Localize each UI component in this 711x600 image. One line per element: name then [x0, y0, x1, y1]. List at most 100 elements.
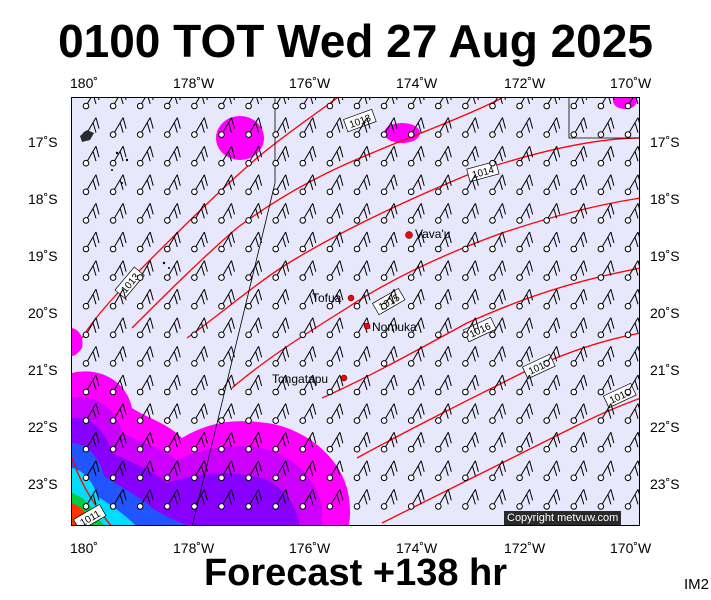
place-label-tongatapu: Tongatapu — [272, 372, 329, 386]
lat-label-right: 23˚S — [650, 476, 680, 492]
wind-barb — [353, 260, 371, 281]
wind-barb — [82, 374, 100, 396]
wind-barb — [597, 489, 615, 510]
wind-barb — [218, 98, 235, 110]
wind-barb — [516, 403, 534, 424]
wind-barb — [245, 203, 263, 224]
wind-barb — [462, 403, 479, 424]
wind-barb — [299, 288, 317, 310]
place-label-tofua: Tofua — [312, 291, 342, 305]
wind-barb — [462, 145, 479, 167]
wind-barb — [218, 431, 235, 453]
wind-barb — [191, 174, 208, 196]
wind-barb — [543, 98, 561, 110]
wind-barb — [407, 174, 425, 196]
wind-barb — [435, 460, 452, 482]
wind-barb — [191, 403, 208, 424]
wind-barb — [218, 374, 235, 396]
wind-barb — [462, 288, 479, 310]
wind-barb — [570, 203, 588, 224]
wind-barb — [435, 145, 452, 167]
wind-barb — [597, 288, 615, 310]
wind-barb — [597, 231, 615, 253]
wind-barb — [245, 98, 263, 110]
lon-label-bottom: 180˚ — [70, 540, 99, 556]
wind-barb — [109, 374, 127, 396]
wind-barb — [164, 260, 181, 281]
wind-barb — [136, 317, 154, 339]
wind-barb — [82, 460, 100, 482]
wind-barb — [272, 317, 290, 339]
wind-barb — [462, 431, 479, 453]
wind-barb — [82, 317, 100, 339]
vavau-marker — [405, 231, 413, 239]
wind-barb — [624, 231, 639, 253]
wind-barb — [299, 98, 317, 110]
wind-barb — [136, 145, 154, 167]
wind-barb — [326, 489, 344, 510]
wind-barb — [489, 346, 506, 367]
wind-barb — [272, 98, 290, 110]
wind-barb — [164, 403, 181, 424]
wind-barb — [624, 317, 639, 339]
lat-label-left: 21˚S — [28, 362, 58, 378]
wind-barb — [462, 489, 479, 510]
wind-barb — [380, 260, 398, 281]
wind-barb — [136, 489, 154, 510]
wind-barb — [435, 489, 452, 510]
isobars — [72, 98, 639, 525]
wind-barb — [516, 174, 534, 196]
wind-barb — [326, 431, 344, 453]
wind-barb — [109, 260, 127, 281]
wind-barb — [543, 489, 561, 510]
wind-barb — [82, 231, 100, 253]
wind-barb — [543, 317, 561, 339]
wind-barb — [272, 431, 290, 453]
wind-barb — [462, 203, 479, 224]
wind-barb — [109, 460, 127, 482]
wind-barb — [407, 203, 425, 224]
wind-barb — [489, 431, 506, 453]
copyright-badge: Copyright metvuw.com — [504, 511, 622, 525]
wind-barb — [353, 460, 371, 482]
lon-label-top: 174˚W — [396, 75, 438, 91]
wind-barb — [380, 203, 398, 224]
wind-barb — [489, 489, 506, 510]
lon-label-top: 170˚W — [610, 75, 652, 91]
wind-barb — [380, 431, 398, 453]
wind-barb — [164, 145, 181, 167]
wind-barb — [299, 231, 317, 253]
wind-barb — [245, 145, 263, 167]
boundary-lines — [192, 98, 639, 525]
wind-barb — [435, 346, 452, 367]
wind-barb — [191, 431, 208, 453]
wind-barb — [435, 317, 452, 339]
wind-barb — [218, 231, 235, 253]
wind-barb — [462, 260, 479, 281]
wind-barb — [516, 98, 534, 110]
wind-barb — [543, 174, 561, 196]
wind-barb — [597, 98, 615, 110]
wind-barb — [624, 288, 639, 310]
wind-barb — [435, 403, 452, 424]
wind-barb — [272, 231, 290, 253]
wind-barb — [380, 460, 398, 482]
wind-barb — [353, 98, 371, 110]
wind-barb — [109, 346, 127, 367]
wind-barb — [407, 231, 425, 253]
wind-barb — [299, 403, 317, 424]
wind-barb — [407, 489, 425, 510]
wind-barb — [136, 231, 154, 253]
wind-barb — [624, 431, 639, 453]
wind-barb — [407, 260, 425, 281]
wind-barb — [570, 98, 588, 110]
wind-barb — [543, 203, 561, 224]
wind-barb — [82, 145, 100, 167]
wind-barb — [164, 317, 181, 339]
wind-barb — [597, 174, 615, 196]
place-markers — [340, 231, 413, 382]
wind-barb — [299, 346, 317, 367]
lat-label-left: 23˚S — [28, 476, 58, 492]
lat-label-right: 17˚S — [650, 134, 680, 150]
wind-barb — [353, 231, 371, 253]
